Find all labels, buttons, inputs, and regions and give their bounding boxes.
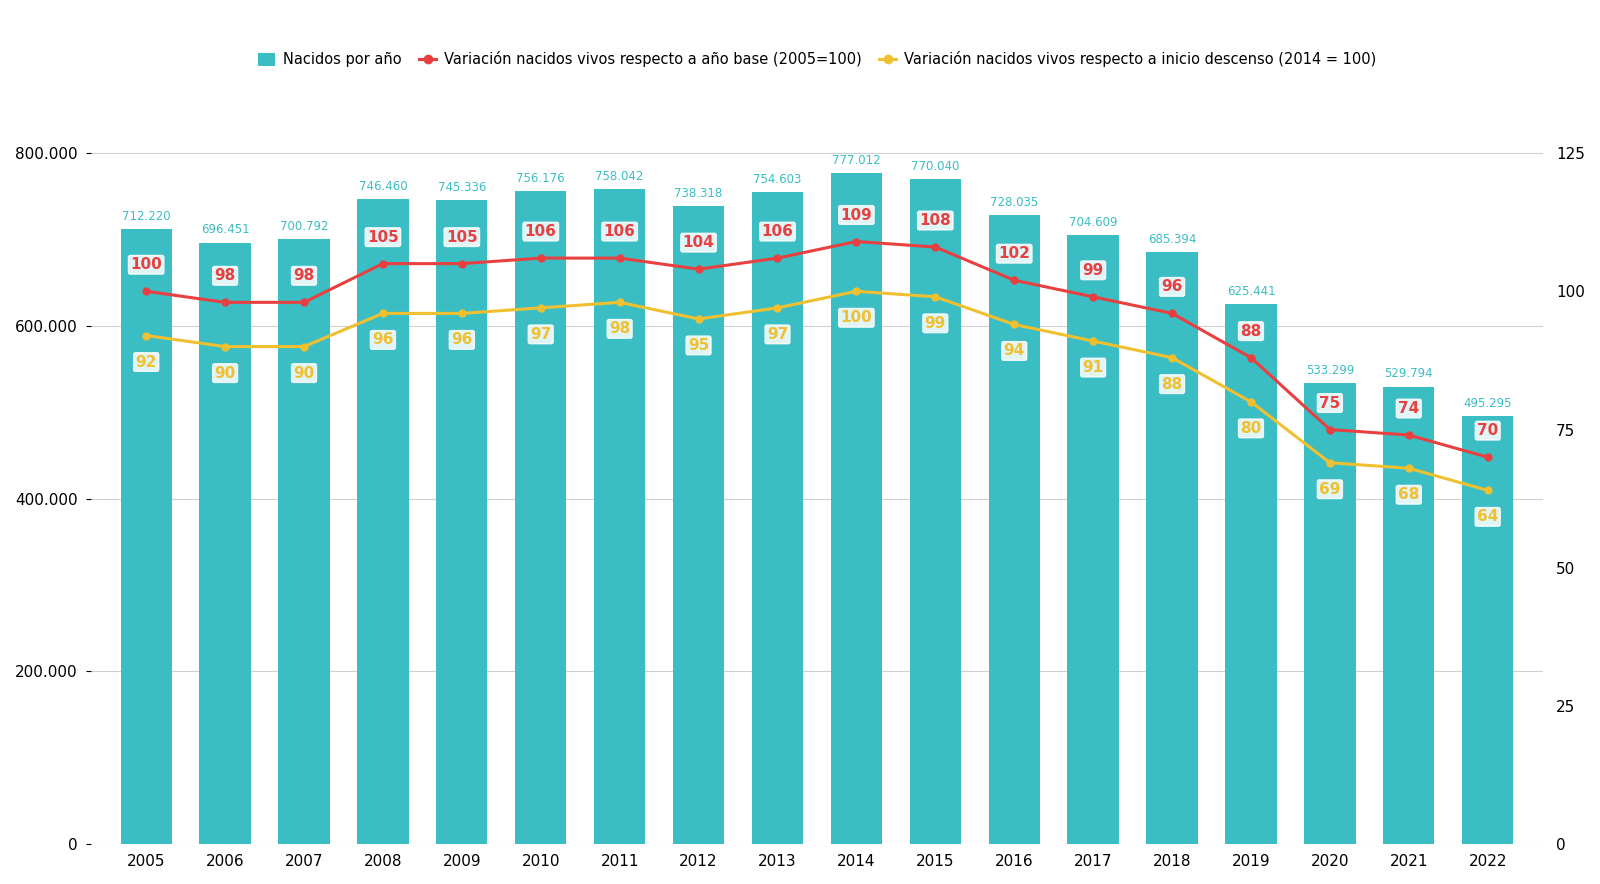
Text: 96: 96 — [1162, 279, 1182, 294]
Text: 728.035: 728.035 — [990, 196, 1038, 210]
Legend: Nacidos por año, Variación nacidos vivos respecto a año base (2005=100), Variaci: Nacidos por año, Variación nacidos vivos… — [253, 46, 1382, 73]
Bar — [910, 179, 962, 844]
Text: 625.441: 625.441 — [1227, 285, 1275, 298]
Bar — [752, 192, 803, 844]
Bar — [674, 206, 725, 844]
Text: 97: 97 — [766, 327, 789, 342]
Text: 69: 69 — [1318, 482, 1341, 497]
Text: 700.792: 700.792 — [280, 220, 328, 232]
Text: 70: 70 — [1477, 423, 1498, 438]
Text: 90: 90 — [214, 366, 235, 381]
Bar — [830, 173, 882, 844]
Text: 770.040: 770.040 — [910, 160, 960, 173]
Text: 100: 100 — [130, 257, 162, 272]
Bar — [1382, 386, 1435, 844]
Bar — [594, 189, 645, 844]
Text: 90: 90 — [293, 366, 315, 381]
Text: 106: 106 — [762, 224, 794, 239]
Text: 64: 64 — [1477, 509, 1498, 524]
Text: 74: 74 — [1398, 401, 1419, 416]
Bar — [1067, 235, 1118, 844]
Text: 88: 88 — [1240, 324, 1261, 339]
Text: 91: 91 — [1083, 360, 1104, 375]
Text: 88: 88 — [1162, 377, 1182, 392]
Text: 685.394: 685.394 — [1147, 233, 1197, 246]
Text: 754.603: 754.603 — [754, 173, 802, 187]
Text: 98: 98 — [214, 269, 235, 284]
Text: 105: 105 — [446, 230, 478, 245]
Bar — [1304, 384, 1355, 844]
Text: 80: 80 — [1240, 421, 1261, 436]
Bar — [1226, 304, 1277, 844]
Text: 746.460: 746.460 — [358, 180, 408, 194]
Text: 100: 100 — [840, 310, 872, 325]
Text: 529.794: 529.794 — [1384, 368, 1434, 380]
Text: 109: 109 — [840, 208, 872, 223]
Text: 758.042: 758.042 — [595, 171, 643, 183]
Text: 75: 75 — [1320, 395, 1341, 410]
Text: 533.299: 533.299 — [1306, 364, 1354, 377]
Bar — [437, 201, 488, 844]
Text: 738.318: 738.318 — [675, 187, 723, 201]
Text: 97: 97 — [530, 327, 552, 342]
Text: 105: 105 — [366, 230, 398, 245]
Text: 102: 102 — [998, 247, 1030, 261]
Text: 108: 108 — [920, 213, 950, 228]
Text: 96: 96 — [373, 332, 394, 347]
Text: 98: 98 — [610, 322, 630, 336]
Bar — [120, 229, 171, 844]
Text: 96: 96 — [451, 332, 472, 347]
Bar — [200, 242, 251, 844]
Bar — [1462, 416, 1514, 844]
Text: 98: 98 — [293, 269, 315, 284]
Text: 104: 104 — [683, 235, 715, 250]
Bar — [515, 191, 566, 844]
Bar — [989, 215, 1040, 844]
Bar — [1146, 252, 1198, 844]
Text: 68: 68 — [1398, 487, 1419, 502]
Bar — [357, 199, 408, 844]
Text: 99: 99 — [1083, 263, 1104, 278]
Text: 92: 92 — [136, 354, 157, 370]
Text: 712.220: 712.220 — [122, 210, 171, 223]
Text: 777.012: 777.012 — [832, 154, 880, 167]
Text: 495.295: 495.295 — [1464, 397, 1512, 410]
Text: 106: 106 — [603, 224, 635, 239]
Text: 94: 94 — [1003, 344, 1026, 359]
Text: 745.336: 745.336 — [438, 181, 486, 194]
Bar — [278, 239, 330, 844]
Text: 704.609: 704.609 — [1069, 217, 1117, 230]
Text: 696.451: 696.451 — [200, 224, 250, 236]
Text: 756.176: 756.176 — [517, 171, 565, 185]
Text: 106: 106 — [525, 224, 557, 239]
Text: 99: 99 — [925, 316, 946, 331]
Text: 95: 95 — [688, 338, 709, 353]
